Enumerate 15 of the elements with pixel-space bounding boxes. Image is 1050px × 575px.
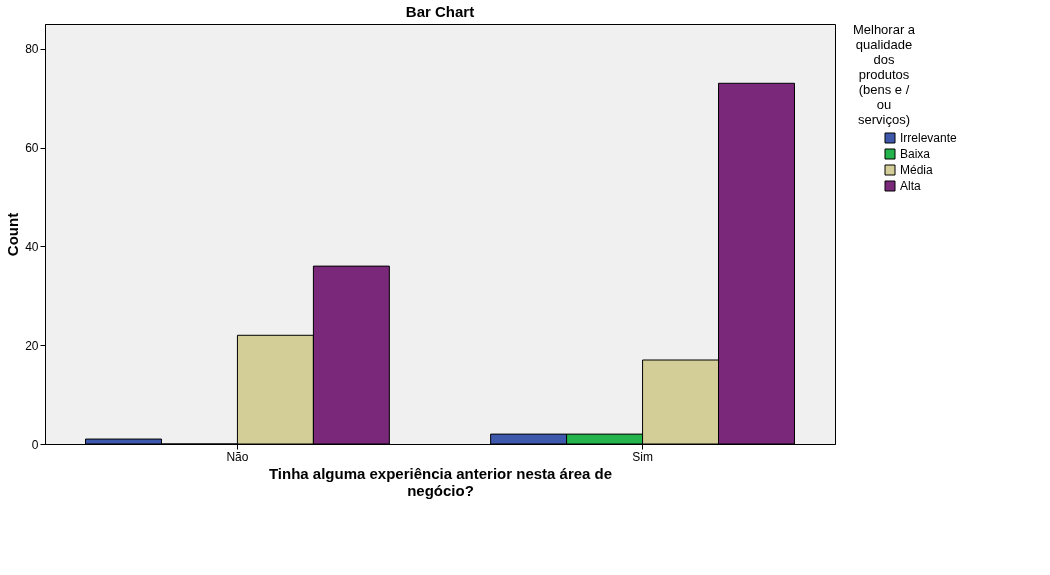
legend-title: Melhorar a qualidade dos produtos (bens e / ou serviços) bbox=[852, 22, 916, 127]
y-tick-label: 80 bbox=[25, 42, 39, 57]
x-tick-label: Sim bbox=[632, 449, 653, 464]
legend-label: Baixa bbox=[900, 147, 931, 161]
legend-label: Irrelevante bbox=[900, 131, 958, 145]
y-tick-label: 20 bbox=[25, 338, 39, 353]
y-axis-title: Count bbox=[4, 212, 22, 257]
y-tick-label: 0 bbox=[31, 437, 39, 452]
chart-title: Bar Chart bbox=[405, 3, 475, 20]
x-tick-label: Não bbox=[226, 449, 249, 464]
legend-label: Alta bbox=[900, 179, 921, 193]
x-axis-title: Tinha alguma experiência anterior nesta área de negócio? bbox=[268, 464, 613, 499]
y-tick-label: 40 bbox=[25, 239, 39, 254]
y-tick-label: 60 bbox=[25, 141, 39, 156]
legend-label: Média bbox=[900, 163, 934, 177]
